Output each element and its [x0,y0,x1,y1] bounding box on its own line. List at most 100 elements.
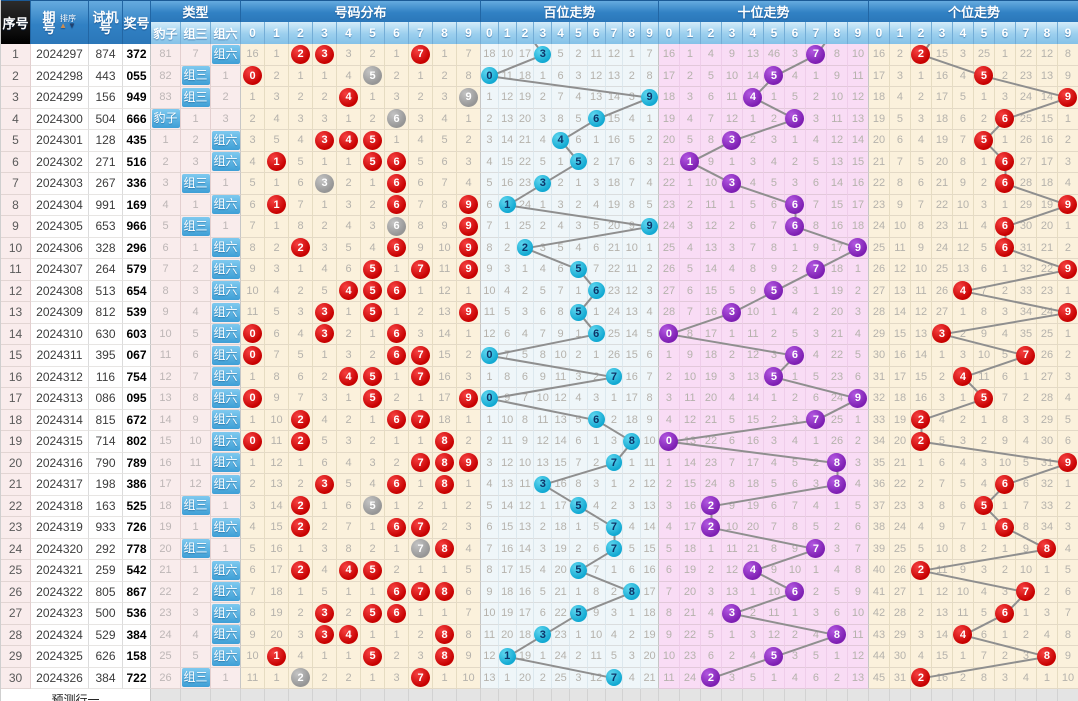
miss-cell-units-0: 31 [868,366,890,388]
miss-cell-hundreds-6: 6 [587,108,606,130]
units-trend-ball: 6 [995,173,1015,193]
miss-cell-tens-7: 8 [805,216,827,238]
miss-cell-hundreds-6: 10 [587,624,606,646]
type-badge: 组六 [211,130,240,150]
miss-cell-units-9: 9 [1057,65,1078,87]
miss-cell-tens-1: 2 [679,194,701,216]
miss-cell-dist-2: 2 [289,237,313,259]
miss-cell-dist-0: 10 [241,646,265,668]
seq-cell: 11 [1,259,31,281]
miss-cell-hundreds-7: 2 [605,581,624,603]
prediction-empty-cell [974,689,995,701]
miss-cell-hundreds-1: 12 [498,452,517,474]
miss-cell-tens-4: 5 [742,667,764,689]
miss-cell-tens-8: 8 [826,452,848,474]
type-badge: 组三 [181,539,210,559]
miss-cell-hundreds-0: 1 [481,366,499,388]
prediction-empty-cell [911,689,932,701]
table-row: 29 2024325 626 158 25 5 组六 10 1 4 1 1 5 2 3 8 9 12 1 19 1 24 2… [1,646,1078,668]
miss-cell-units-3: 7 [931,474,953,496]
units-trend-ball: 6 [995,238,1015,258]
miss-cell-dist-6: 3 [385,667,409,689]
miss-cell-dist-2: 2 [289,560,313,582]
miss-cell-hundreds-4: 14 [552,431,570,453]
miss-cell-tens-2: 18 [700,345,722,367]
miss-cell-units-8: 14 [1036,87,1058,109]
miss-cell-units-7: 7 [1015,345,1037,367]
miss-cell-units-5: 4 [973,474,995,496]
type-badge: 组六 [211,388,240,408]
miss-cell-tens-7: 4 [805,495,827,517]
miss-cell-tens-7: 6 [805,173,827,195]
miss-cell-dist-3: 3 [313,538,337,560]
miss-cell-dist-3: 3 [313,624,337,646]
miss-cell-units-3: 25 [931,259,953,281]
hundreds-trend-ball: 8 [623,432,641,450]
prize-digit-ball: 4 [339,367,358,387]
digit-header-hundreds-6: 6 [587,22,606,44]
miss-cell-units-2: 9 [910,237,932,259]
test-number-cell: 156 [89,87,123,109]
seq-cell: 22 [1,495,31,517]
miss-cell-tens-3: 3 [721,667,743,689]
miss-cell-tens-1: 11 [679,388,701,410]
hundreds-trend-ball: 5 [569,497,587,515]
miss-cell-hundreds-5: 1 [569,280,588,302]
miss-cell-tens-0: 3 [658,495,680,517]
miss-cell-hundreds-5: 2 [569,538,588,560]
miss-cell-hundreds-2: 20 [516,667,535,689]
prize-number-cell: 672 [123,409,151,431]
miss-cell-tens-9: 4 [847,323,869,345]
miss-cell-hundreds-9: 5 [641,194,659,216]
miss-cell-units-2: 2 [910,560,932,582]
miss-cell-hundreds-1: 4 [498,280,517,302]
miss-cell-dist-3: 5 [313,581,337,603]
period-cell: 2024317 [31,474,89,496]
type-cell: 3 [211,108,241,130]
miss-cell-dist-3: 1 [313,151,337,173]
units-trend-ball: 4 [953,281,973,301]
sort-desc-icon[interactable]: ▼ [68,21,76,30]
miss-cell-dist-0: 7 [241,216,265,238]
period-cell: 2024326 [31,667,89,689]
miss-cell-units-3: 14 [931,624,953,646]
miss-cell-hundreds-7: 4 [605,624,624,646]
miss-cell-dist-6: 3 [385,87,409,109]
miss-cell-units-3: 8 [931,495,953,517]
sort-asc-icon[interactable]: ▲ [59,21,67,30]
miss-cell-dist-7: 1 [409,388,433,410]
digit-header-units-3: 3 [931,22,953,44]
miss-cell-tens-6: 4 [784,667,806,689]
miss-cell-tens-7: 4 [805,345,827,367]
miss-cell-dist-7: 9 [409,237,433,259]
miss-cell-dist-3: 2 [313,517,337,539]
miss-cell-tens-5: 3 [763,431,785,453]
type-cell: 组六 [211,302,241,324]
miss-cell-units-1: 4 [889,87,911,109]
sort-control[interactable]: 排序 ▲ ▼ [59,14,77,30]
miss-cell-tens-9: 6 [847,517,869,539]
type-badge: 组六 [211,302,240,322]
miss-cell-dist-2: 2 [289,431,313,453]
miss-cell-tens-8: 10 [826,87,848,109]
prize-digit-ball: 6 [387,324,406,344]
miss-cell-dist-9: 9 [457,259,481,281]
miss-cell-dist-1: 4 [265,108,289,130]
prediction-row: 预测行一 [1,689,1078,701]
units-trend-ball: 4 [953,625,973,645]
miss-cell-hundreds-3: 8 [534,345,553,367]
miss-cell-units-6: 10 [994,452,1016,474]
prize-number-cell: 579 [123,259,151,281]
miss-cell-hundreds-2: 24 [516,194,535,216]
miss-cell-tens-6: 5 [784,452,806,474]
miss-cell-dist-0: 9 [241,259,265,281]
miss-cell-hundreds-6: 1 [587,431,606,453]
miss-cell-units-7: 22 [1015,44,1037,66]
miss-cell-tens-0: 1 [658,345,680,367]
miss-cell-units-5: 2 [973,108,995,130]
miss-cell-dist-0: 11 [241,302,265,324]
table-row: 6 2024302 271 516 2 3 组六 4 1 5 1 1 5 6 5 6 3 4 15 22 5 1 5 2 17 6… [1,151,1078,173]
miss-cell-hundreds-6: 6 [587,280,606,302]
prediction-empty-cell [827,689,848,701]
